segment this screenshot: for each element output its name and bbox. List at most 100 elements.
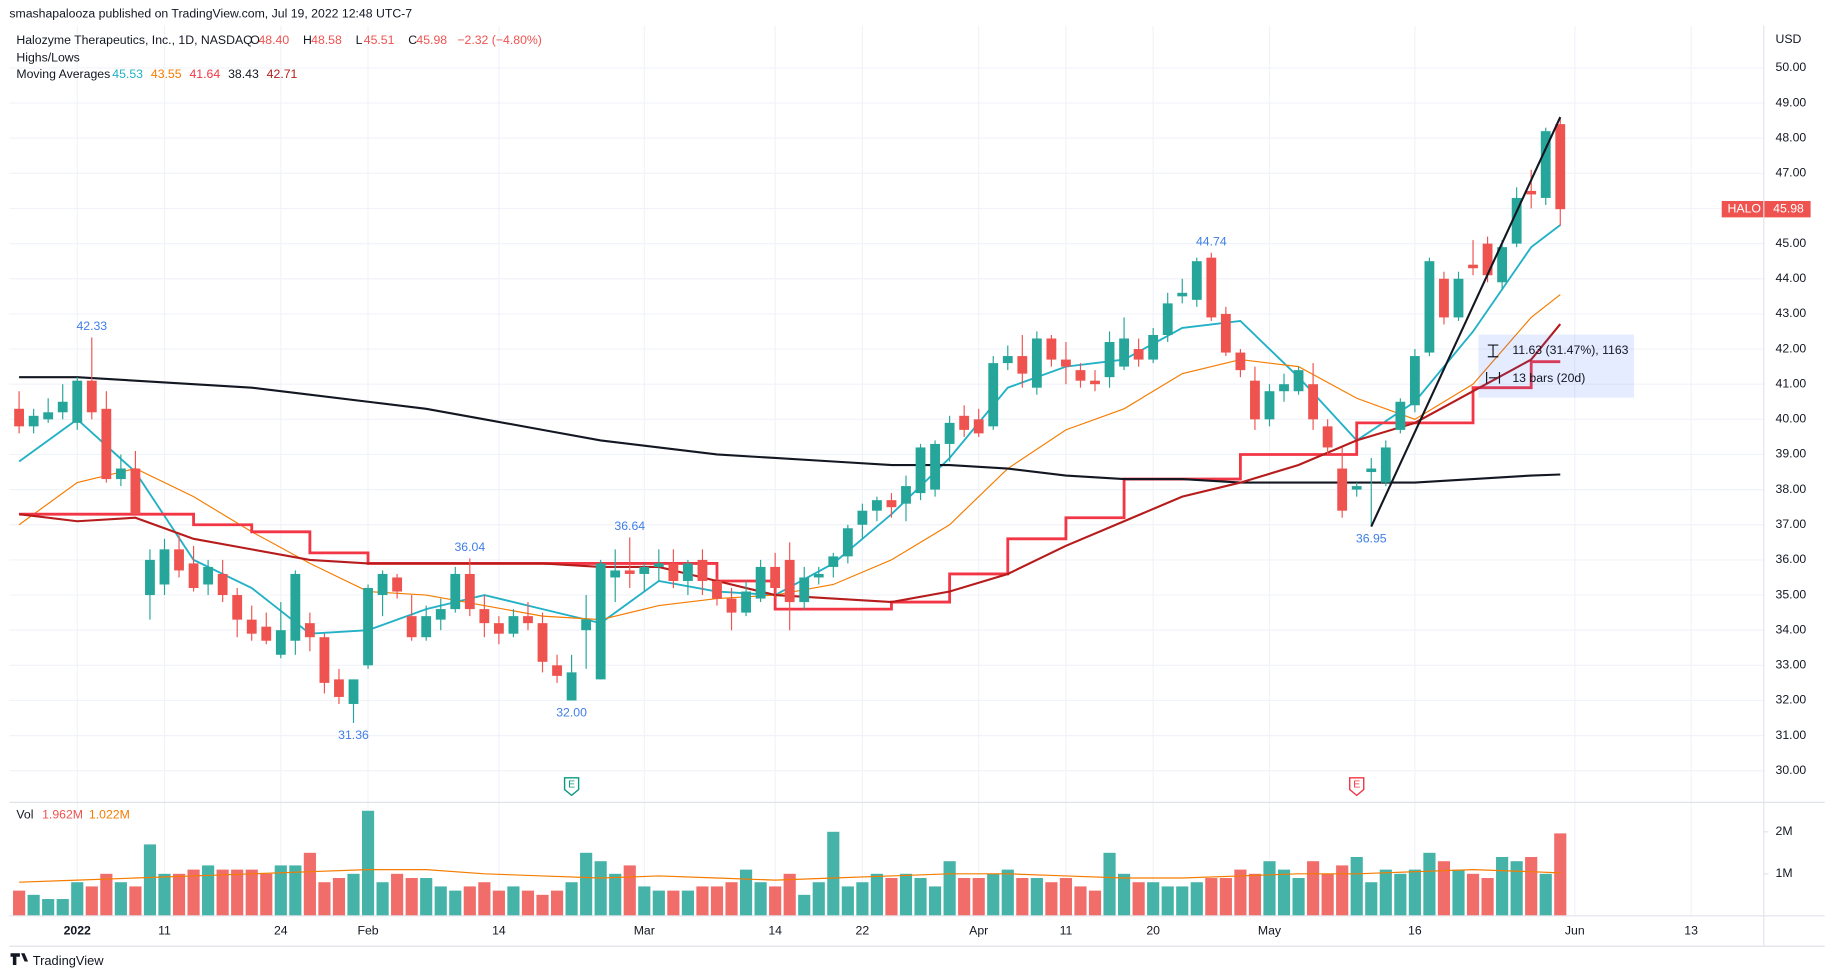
x-tick-label: 11 (1060, 923, 1073, 937)
volume-bar (958, 878, 971, 916)
candle-body (639, 566, 650, 574)
candle-body (1250, 380, 1260, 420)
candle-body (174, 549, 184, 571)
candle-body (726, 598, 737, 613)
volume-bar (827, 831, 840, 916)
ohlc-change: −2.32 (−4.80%) (457, 33, 542, 47)
volume-bar (303, 852, 316, 916)
candle-body (421, 616, 432, 638)
volume-bar (1496, 857, 1509, 916)
candle-body (43, 412, 54, 420)
candle-body (973, 419, 984, 434)
candle-body (944, 422, 955, 444)
candle-body (1031, 338, 1042, 388)
y-tick-label: 36.00 (1776, 552, 1807, 566)
candle-body (479, 609, 490, 624)
candle-body (290, 573, 301, 641)
candle-body (57, 401, 68, 413)
volume-bar (1365, 882, 1378, 916)
volume-bar (274, 865, 287, 916)
moving-average (19, 376, 1561, 484)
volume-bar (56, 899, 69, 916)
volume-bar (609, 873, 622, 916)
high-low-label: 31.36 (338, 728, 369, 742)
x-tick-label: 20 (1146, 923, 1160, 937)
volume-bar (710, 886, 724, 916)
volume-bar (1016, 878, 1029, 916)
volume-bar (478, 882, 491, 916)
volume-bar (347, 873, 360, 916)
volume-bar (231, 869, 244, 916)
volume-bar (550, 890, 564, 916)
candle-body (1497, 247, 1508, 283)
volume-bar (1437, 861, 1451, 916)
candle-body (1017, 356, 1028, 374)
volume-bar (725, 882, 738, 916)
candle-body (1046, 338, 1057, 360)
candle-body (1409, 356, 1420, 406)
candle-body (28, 415, 39, 427)
ohlc-value: 48.40 (258, 33, 289, 47)
volume-bar (739, 869, 753, 916)
y-tick-label: 32.00 (1776, 693, 1807, 707)
volume-bar (1088, 890, 1102, 916)
volume-bar (318, 882, 331, 916)
volume-bar (1292, 878, 1305, 916)
candle-body (668, 563, 679, 581)
ohlc-letter: L (356, 33, 363, 47)
x-tick-label: 16 (1408, 923, 1422, 937)
candle-body (319, 637, 330, 683)
volume-bar (187, 869, 200, 916)
volume-bar (158, 873, 171, 916)
candle-body (217, 573, 228, 596)
volume-bar (899, 873, 913, 916)
volume-bar (1248, 873, 1262, 916)
y-tick-label: 37.00 (1776, 517, 1807, 531)
volume-bar (1408, 869, 1421, 916)
high-low-label: 36.64 (614, 519, 645, 533)
volume-bar (1277, 869, 1291, 916)
volume-bar (1510, 861, 1523, 916)
candle-body (1133, 349, 1144, 360)
candle-body (1439, 278, 1449, 318)
candle-body (1453, 278, 1464, 318)
candle-body (1119, 338, 1130, 367)
volume-bar (434, 886, 447, 916)
volume-bar (1118, 873, 1131, 916)
y-tick-label: 44.00 (1776, 271, 1807, 285)
volume-bar (1321, 873, 1334, 916)
footer: TradingView (33, 953, 104, 968)
high-low-label: 32.00 (556, 706, 587, 720)
candle-body (1177, 292, 1188, 297)
candle-body (624, 570, 635, 574)
volume-bar (420, 878, 433, 916)
volume-tick-label: 2M (1776, 824, 1793, 838)
x-tick-label: May (1258, 923, 1282, 937)
y-tick-label: 34.00 (1776, 622, 1807, 636)
volume-bar (1205, 878, 1218, 916)
candle-body (86, 380, 97, 413)
x-tick-label: Mar (634, 923, 655, 937)
volume-bar (623, 865, 636, 916)
y-tick-label: 33.00 (1776, 658, 1807, 672)
volume-bar (769, 886, 782, 916)
candle-body (1337, 468, 1348, 511)
y-tick-label: 49.00 (1776, 95, 1807, 109)
candle-body (493, 623, 504, 634)
candle-body (159, 549, 170, 585)
x-tick-label: 13 (1684, 923, 1698, 937)
y-tick-label: 42.00 (1776, 341, 1807, 355)
volume-bar (332, 878, 346, 916)
volume-bar (594, 861, 607, 916)
candle-body (959, 415, 970, 430)
candle-body (406, 616, 417, 638)
volume-bar (71, 882, 84, 916)
candle-body (450, 573, 461, 610)
volume-bar (114, 882, 127, 916)
x-tick-label: Apr (969, 923, 988, 937)
candle-body (799, 577, 810, 603)
y-tick-label: 31.00 (1776, 728, 1807, 742)
volume-bar (798, 894, 811, 916)
candle-body (741, 591, 751, 613)
